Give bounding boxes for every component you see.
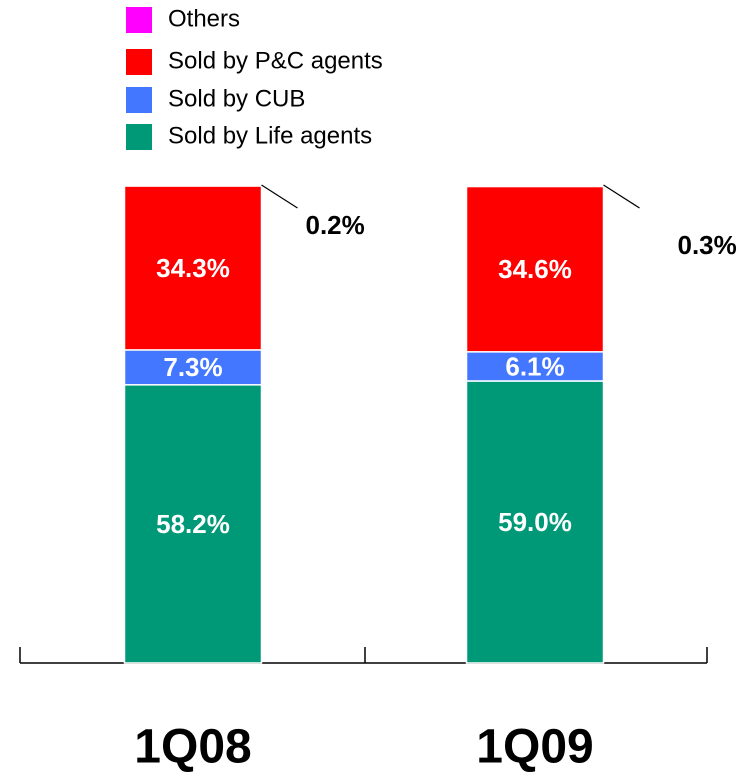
legend-label: Sold by P&C agents bbox=[168, 47, 383, 74]
legend-swatch bbox=[126, 49, 152, 75]
value-label: 58.2% bbox=[156, 509, 230, 539]
bar-segment bbox=[123, 349, 263, 386]
value-label: 0.3% bbox=[678, 230, 737, 260]
bar-segment bbox=[465, 185, 605, 353]
x-tick-label: 1Q09 bbox=[476, 721, 593, 774]
value-label: 34.3% bbox=[156, 253, 230, 283]
legend-label: Sold by Life agents bbox=[168, 122, 372, 149]
legend-swatch bbox=[126, 124, 152, 150]
bar-segment bbox=[465, 380, 605, 664]
legend-label: Sold by CUB bbox=[168, 85, 305, 112]
bar-segment bbox=[465, 351, 605, 382]
value-label: 0.2% bbox=[306, 210, 365, 240]
value-label: 59.0% bbox=[498, 507, 572, 537]
leader-line bbox=[603, 184, 640, 209]
bar-segment bbox=[123, 384, 263, 664]
value-label: 7.3% bbox=[163, 352, 222, 382]
x-tick-label: 1Q08 bbox=[134, 721, 251, 774]
leader-line bbox=[261, 184, 298, 209]
bar-segment bbox=[465, 184, 605, 188]
legend-swatch bbox=[126, 7, 152, 33]
legend-label: Others bbox=[168, 5, 240, 32]
bar-segment bbox=[123, 184, 263, 187]
value-label: 34.6% bbox=[498, 254, 572, 284]
value-label: 6.1% bbox=[505, 351, 564, 381]
legend-swatch bbox=[126, 87, 152, 113]
bar-segment bbox=[123, 185, 263, 351]
